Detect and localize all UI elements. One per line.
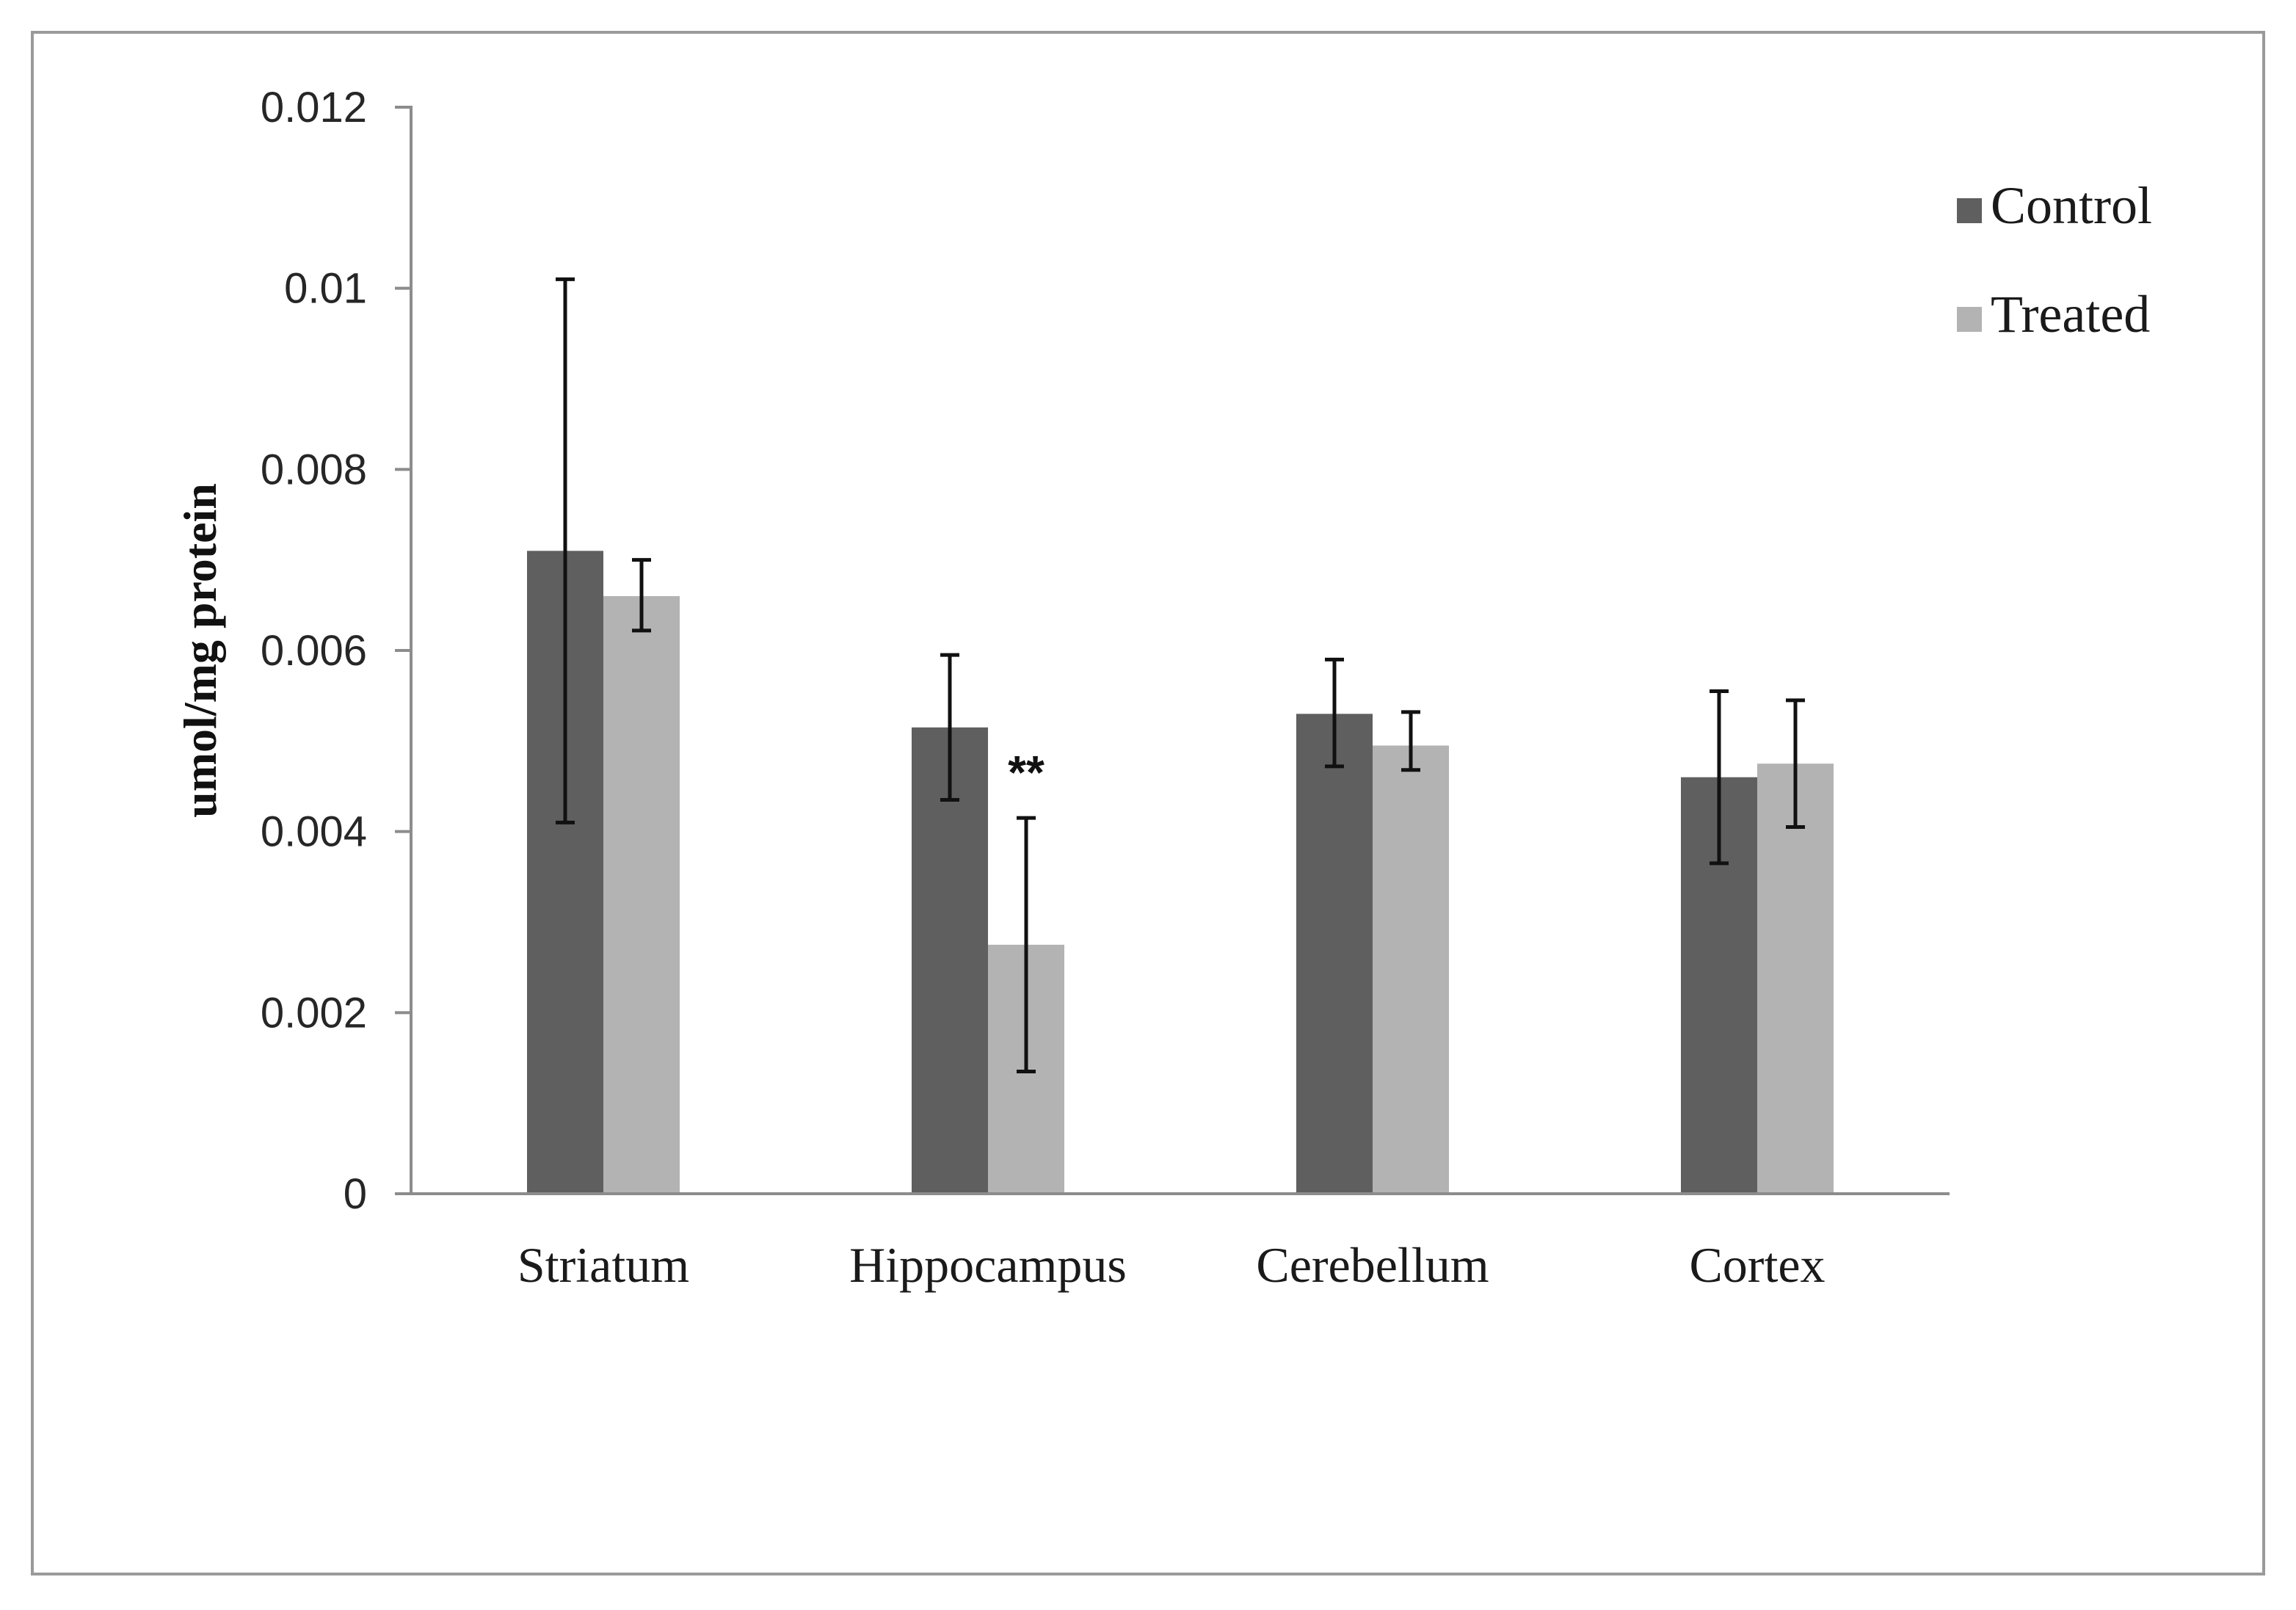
x-category-label: Cortex [1689,1237,1825,1293]
bar-treated-striatum [603,596,680,1194]
y-tick-label: 0 [344,1170,367,1218]
y-tick-label: 0.004 [261,808,367,856]
x-category-label: Striatum [517,1237,689,1293]
chart-frame: 0 0.002 0.004 0.006 0.008 0.01 0.012 Striatum H… [31,31,2265,1575]
x-category-label: Hippocampus [849,1237,1127,1293]
bar-chart: 0 0.002 0.004 0.006 0.008 0.01 0.012 Striatum H… [174,84,2152,1293]
bar-treated-cerebellum [1373,745,1449,1194]
legend-label-treated: Treated [1991,285,2150,344]
y-tick-label: 0.01 [284,265,367,313]
legend-label-control: Control [1991,176,2152,235]
bar-treated-cortex [1757,764,1834,1194]
legend-swatch-control [1957,198,1982,223]
significance-marker: ** [1008,746,1045,799]
legend-swatch-treated [1957,307,1982,332]
y-tick-label: 0.002 [261,989,367,1037]
y-tick-label: 0.012 [261,84,367,131]
bar-control-hippocampus [912,727,988,1194]
y-tick-label: 0.008 [261,446,367,493]
bar-control-cerebellum [1296,714,1373,1194]
x-category-label: Cerebellum [1256,1237,1489,1293]
y-axis-title: umol/mg protein [174,483,226,818]
y-tick-label: 0.006 [261,627,367,675]
